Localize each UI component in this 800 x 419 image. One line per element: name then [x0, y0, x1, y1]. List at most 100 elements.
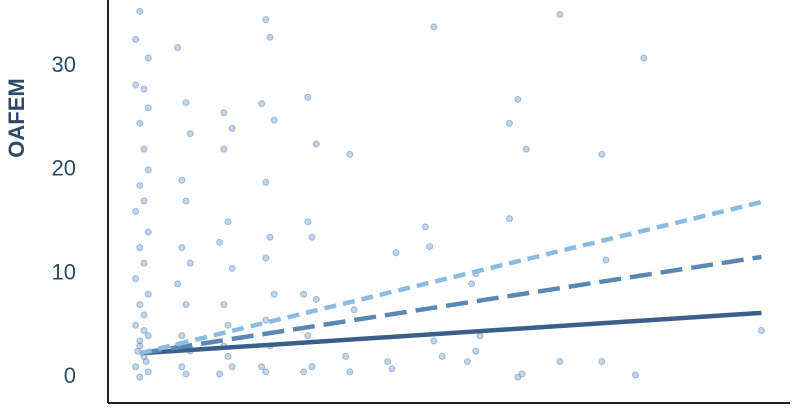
point — [224, 352, 232, 360]
point — [182, 197, 190, 205]
point — [228, 264, 236, 272]
point — [258, 363, 266, 371]
point — [144, 368, 152, 376]
point — [270, 290, 278, 298]
point — [308, 363, 316, 371]
point — [136, 181, 144, 189]
point — [132, 81, 140, 89]
point — [220, 145, 228, 153]
point — [178, 363, 186, 371]
point — [392, 249, 400, 257]
point — [144, 166, 152, 174]
fit-line — [139, 310, 762, 356]
point — [140, 85, 148, 93]
y-axis-label: OAFEM — [4, 78, 29, 157]
point — [140, 145, 148, 153]
point — [308, 233, 316, 241]
point — [142, 358, 150, 366]
point — [350, 306, 358, 314]
point — [228, 124, 236, 132]
point — [438, 352, 446, 360]
point — [144, 332, 152, 340]
point — [136, 373, 144, 381]
point — [224, 321, 232, 329]
point — [598, 358, 606, 366]
point — [178, 176, 186, 184]
point — [300, 368, 308, 376]
point — [505, 215, 513, 223]
point — [421, 223, 429, 231]
point — [140, 197, 148, 205]
point — [132, 363, 140, 371]
point — [216, 238, 224, 246]
point — [140, 259, 148, 267]
point — [556, 358, 564, 366]
point — [304, 332, 312, 340]
point — [136, 337, 144, 345]
point — [178, 332, 186, 340]
point — [304, 218, 312, 226]
point — [174, 280, 182, 288]
point — [136, 244, 144, 252]
point — [463, 358, 471, 366]
point — [140, 326, 148, 334]
point — [178, 244, 186, 252]
point — [262, 16, 270, 24]
point — [136, 119, 144, 127]
point — [182, 301, 190, 309]
point — [262, 178, 270, 186]
point — [598, 150, 606, 158]
point — [346, 368, 354, 376]
point — [136, 7, 144, 15]
point — [220, 301, 228, 309]
point — [430, 337, 438, 345]
point — [757, 326, 765, 334]
point — [144, 228, 152, 236]
point — [388, 365, 396, 373]
point — [631, 371, 639, 379]
point — [262, 316, 270, 324]
point — [144, 54, 152, 62]
point — [312, 140, 320, 148]
point — [346, 150, 354, 158]
point — [144, 290, 152, 298]
y-tick-label: 0 — [64, 363, 76, 388]
point — [472, 347, 480, 355]
point — [132, 321, 140, 329]
point — [312, 295, 320, 303]
y-tick-label: 20 — [52, 156, 76, 181]
fit-line — [139, 199, 762, 356]
point — [186, 259, 194, 267]
point — [228, 363, 236, 371]
point — [132, 35, 140, 43]
point — [304, 93, 312, 101]
fit-line — [139, 254, 762, 356]
point — [182, 370, 190, 378]
point — [602, 256, 610, 264]
point — [522, 145, 530, 153]
point — [505, 119, 513, 127]
point — [182, 99, 190, 107]
point — [476, 332, 484, 340]
point — [384, 358, 392, 366]
point — [430, 23, 438, 31]
point — [140, 311, 148, 319]
point — [270, 116, 278, 124]
y-tick-label: 30 — [52, 52, 76, 77]
point — [342, 352, 350, 360]
point — [300, 290, 308, 298]
point — [220, 109, 228, 117]
point — [468, 280, 476, 288]
point — [266, 233, 274, 241]
point — [640, 54, 648, 62]
point — [518, 370, 526, 378]
point — [514, 95, 522, 103]
point — [132, 207, 140, 215]
point — [174, 44, 182, 52]
point — [262, 254, 270, 262]
point — [132, 275, 140, 283]
point — [144, 104, 152, 112]
point — [224, 218, 232, 226]
